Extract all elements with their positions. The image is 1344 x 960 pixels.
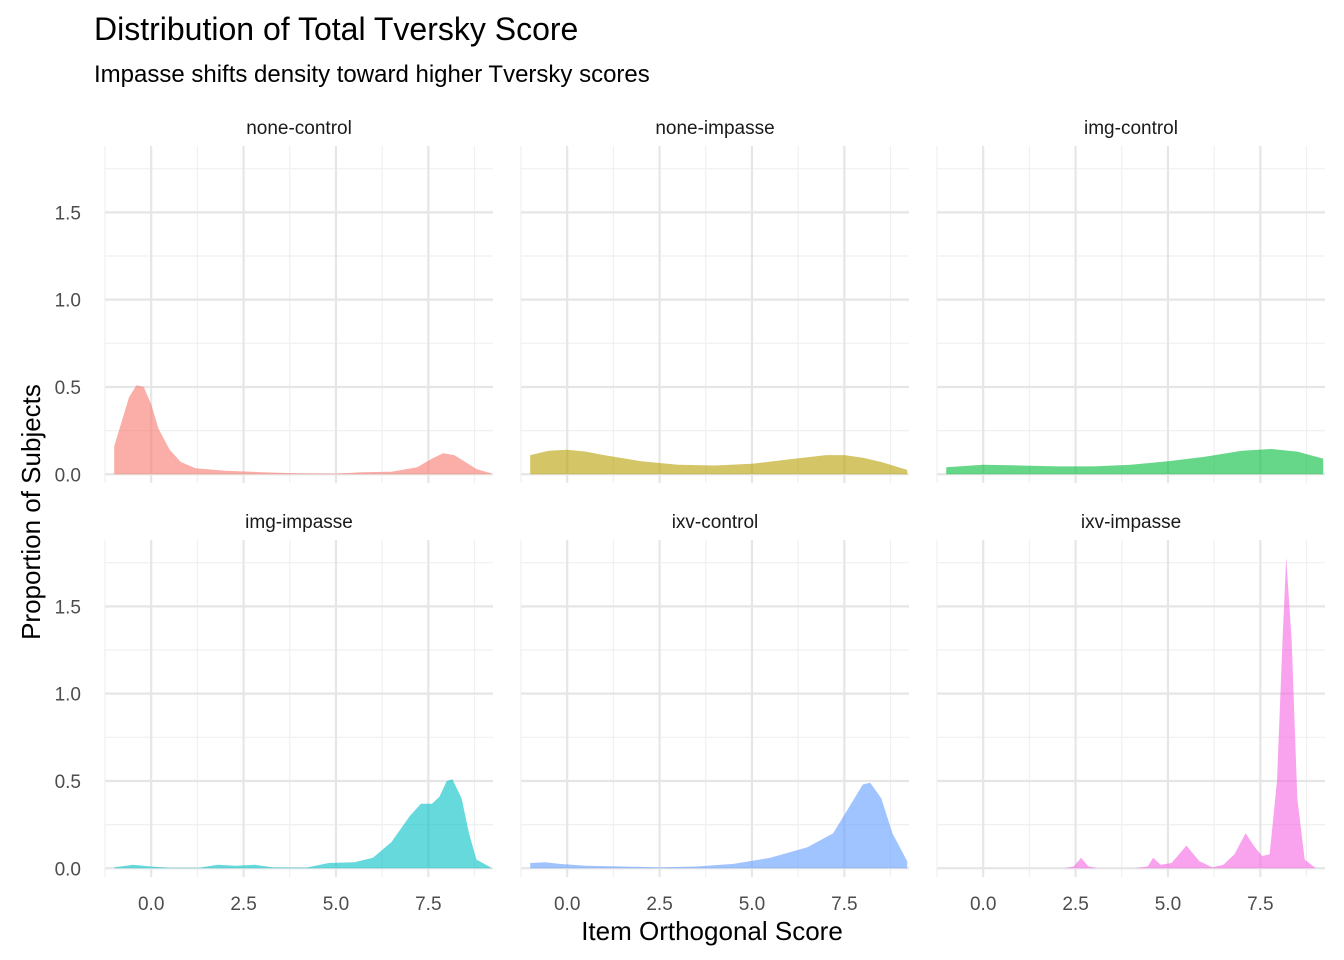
facet-label: ixv-impasse	[1081, 512, 1181, 533]
y-axis-title: Proportion of Subjects	[16, 384, 46, 640]
x-tick-label: 5.0	[739, 894, 765, 915]
x-tick-label: 5.0	[323, 894, 349, 915]
x-tick-label: 0.0	[138, 894, 164, 915]
density-area-img-control	[946, 449, 1324, 475]
x-tick-label: 7.5	[415, 894, 441, 915]
y-tick-label: 1.0	[55, 685, 81, 706]
x-tick-label: 2.5	[1062, 894, 1088, 915]
y-tick-label: 0.5	[55, 378, 81, 399]
facet-none-impasse: none-impasse	[520, 118, 909, 483]
facet-panels: none-control 0.0 0.5 1.0 1.5 none-impasse img-…	[55, 118, 1325, 915]
y-tick-label: 1.0	[55, 291, 81, 312]
x-tick-label: 5.0	[1155, 894, 1181, 915]
density-area-ixv-impasse	[1064, 557, 1316, 869]
density-area-ixv-control	[530, 782, 908, 869]
x-axis-title: Item Orthogonal Score	[581, 916, 843, 946]
facet-label: ixv-control	[672, 512, 759, 533]
facet-label: img-control	[1084, 118, 1178, 139]
facet-label: none-control	[246, 118, 352, 139]
density-area-img-impasse	[114, 779, 492, 869]
density-area-none-control	[114, 385, 492, 475]
facet-none-control: none-control 0.0 0.5 1.0 1.5	[55, 118, 493, 486]
x-tick-label: 0.0	[554, 894, 580, 915]
y-tick-label: 1.5	[55, 597, 81, 618]
y-tick-label: 0.0	[55, 465, 81, 486]
y-tick-label: 1.5	[55, 203, 81, 224]
y-tick-label: 0.0	[55, 859, 81, 880]
facet-ixv-impasse: ixv-impasse 0.0 2.5 5.0 7.5	[936, 512, 1325, 915]
density-area-none-impasse	[530, 449, 908, 475]
facet-label: none-impasse	[655, 118, 774, 139]
facet-img-control: img-control	[936, 118, 1325, 483]
x-tick-label: 0.0	[970, 894, 996, 915]
x-tick-label: 7.5	[1247, 894, 1273, 915]
facet-img-impasse: img-impasse 0.0 0.5 1.0 1.5 0.0 2.5 5.0 7.5	[55, 512, 493, 915]
facet-label: img-impasse	[245, 512, 353, 533]
y-tick-label: 0.5	[55, 772, 81, 793]
facet-ixv-control: ixv-control 0.0 2.5 5.0 7.5	[520, 512, 909, 915]
x-tick-label: 2.5	[646, 894, 672, 915]
chart-title: Distribution of Total Tversky Score	[94, 11, 578, 47]
x-tick-label: 2.5	[230, 894, 256, 915]
chart-subtitle: Impasse shifts density toward higher Tve…	[94, 61, 650, 88]
x-tick-label: 7.5	[831, 894, 857, 915]
